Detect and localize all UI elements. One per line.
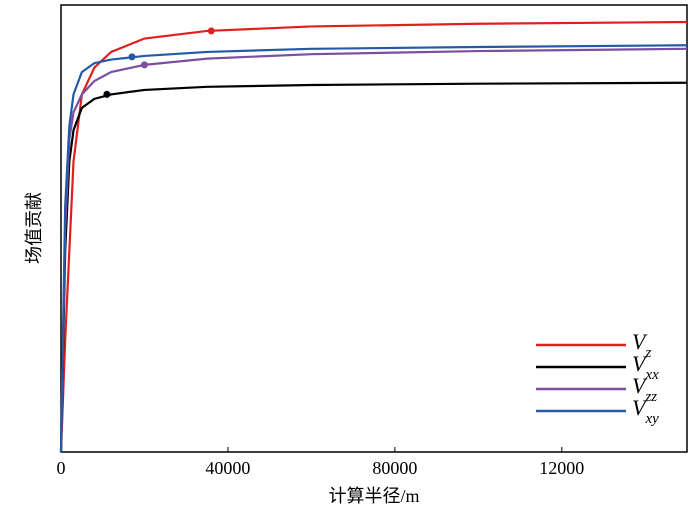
x-axis-label: 计算半径/m xyxy=(328,486,419,506)
legend-name: V xyxy=(632,395,648,420)
legend-name: V xyxy=(632,351,648,376)
x-tick-label: 0 xyxy=(57,458,66,478)
legend-subscript: xx xyxy=(644,367,659,383)
series-line xyxy=(59,20,688,453)
series-line xyxy=(59,47,688,453)
plot-frame xyxy=(60,4,688,453)
series-line xyxy=(59,81,688,453)
legend-subscript: zz xyxy=(644,389,657,405)
legend-name: V xyxy=(632,329,648,354)
legend-label: Vzz xyxy=(632,373,657,405)
legend-name: V xyxy=(632,373,648,398)
series-marker xyxy=(128,53,136,61)
x-tick-label: 40000 xyxy=(205,458,250,478)
series-marker xyxy=(207,27,215,35)
legend-label: Vxx xyxy=(632,351,659,383)
legend-subscript: z xyxy=(644,345,651,361)
series-marker xyxy=(103,90,111,98)
legend-subscript: xy xyxy=(644,411,659,427)
series-marker xyxy=(140,61,148,69)
legend-label: Vz xyxy=(632,329,651,361)
x-tick-label: 12000 xyxy=(539,458,584,478)
series-line xyxy=(59,44,688,453)
legend-label: Vxy xyxy=(632,395,659,427)
x-tick-label: 80000 xyxy=(372,458,417,478)
y-axis-label: 场值贡献 xyxy=(24,192,44,264)
